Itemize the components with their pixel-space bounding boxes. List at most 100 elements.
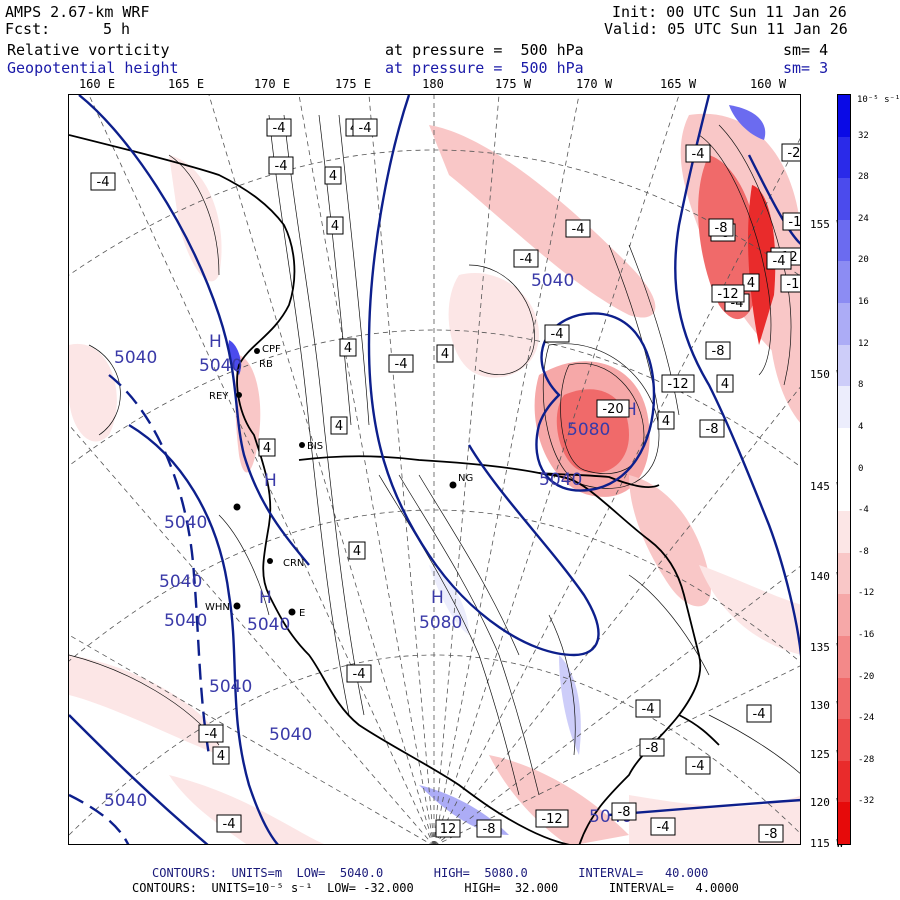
vorticity-label-box: -4 [544,324,570,343]
vorticity-label-box: -4 [685,144,711,163]
vorticity-label-box: -4 [766,251,792,270]
station-label: CRN [283,558,304,569]
init-time: Init: 00 UTC Sun 11 Jan 26 [612,3,847,21]
vorticity-label: -4 [657,820,670,835]
vorticity-label-box: -4 [346,664,372,683]
vorticity-label-box: -4 [565,219,591,238]
vorticity-label: -8 [715,221,728,236]
vorticity-label-box: -4 [650,817,676,836]
vorticity-label-box: -4 [268,156,294,175]
vorticity-label: -12 [788,215,801,230]
lat-label: 155 W [810,218,844,231]
vorticity-label: -4 [692,759,705,774]
colorbar-tick-label: 20 [858,255,869,266]
height-label: 5040 [164,513,207,533]
vorticity-label-box: -4 [198,724,224,743]
colorbar-tick-label: 32 [858,130,869,141]
field1-pressure: at pressure = 500 hPa [385,41,584,59]
colorbar-tick-label: 4 [858,421,864,432]
vorticity-label: -4 [97,175,110,190]
vorticity-label-box: -12 [661,374,695,393]
lat-label: 145 W [810,480,844,493]
vorticity-label: -4 [205,727,218,742]
colorbar-tick-label: -32 [858,796,875,807]
colorbar-tick-label: -16 [858,629,875,640]
colorbar-segment [838,802,850,845]
vorticity-label-box: -4 [388,354,414,373]
vorticity-label: 4 [344,341,352,356]
colorbar [837,94,851,845]
vorticity-label: -8 [618,805,631,820]
vorticity-label: 4 [747,276,755,291]
vorticity-label-box: -12 [535,809,569,828]
colorbar-segment [838,719,850,762]
field2-name: Geopotential height [7,59,179,77]
vorticity-label-box: 4 [330,416,348,435]
station-label: WHN [205,602,230,613]
vorticity-label: -4 [642,702,655,717]
height-label: 5080 [567,420,610,440]
height-label: 5040 [269,725,312,745]
map-canvas: CPF RB REY BIS NG CRN WHN E 5040 5040 50… [69,95,801,844]
vorticity-label-box: 4 [657,411,675,430]
field2-smoothing: sm= 3 [783,59,829,77]
colorbar-tick-label: -28 [858,754,875,765]
vorticity-label-box: -20 [781,143,800,162]
colorbar-tick-label: 12 [858,338,869,349]
vorticity-label-box: 4 [742,273,760,292]
vorticity-label-box: -8 [708,218,734,237]
vorticity-label: -8 [765,827,778,842]
vorticity-label-box: -4 [513,249,539,268]
station-label: CPF [262,344,281,355]
colorbar-segment [838,136,850,179]
vorticity-label: -4 [395,357,408,372]
colorbar-segment [838,178,850,221]
vorticity-label-box: 12 [435,819,461,838]
height-label: 5040 [159,572,202,592]
vorticity-label-box: -4 [746,704,772,723]
footer-vorticity-contours: CONTOURS: UNITS=10⁻⁵ s⁻¹ LOW= -32.000 HI… [132,881,739,895]
lon-label: 175 W [494,77,532,91]
vorticity-label: -12 [667,377,688,392]
station-dots [233,348,457,616]
height-label: 5040 [199,356,242,376]
colorbar-segment [838,261,850,304]
station-label: RB [259,359,273,370]
lat-label: 125 W [810,748,844,761]
field1-name: Relative vorticity [7,41,170,59]
high-marker: H [264,471,277,491]
station-label: REY [209,391,229,402]
latlon-grid [69,95,800,844]
high-marker: H [259,588,272,608]
vorticity-label: -4 [223,817,236,832]
lon-label: 180 [422,77,444,91]
height-label: 5040 [539,470,582,490]
colorbar-segment [838,344,850,387]
lon-label: 160 E [78,77,116,91]
height-label: 5080 [419,613,462,633]
vorticity-label-box: -12 [782,212,801,231]
vorticity-label: 4 [335,419,343,434]
lon-label: 170 E [253,77,291,91]
colorbar-tick-label: 0 [858,463,864,474]
vorticity-label-box: -8 [699,419,725,438]
field1-smoothing: sm= 4 [783,41,829,59]
colorbar-segment [838,95,850,137]
forecast-label: Fcst: [5,20,51,38]
height-label: 5040 [164,611,207,631]
lon-label: 165 W [659,77,697,91]
vorticity-label-box: -8 [758,824,784,843]
colorbar-tick-label: -4 [858,505,869,516]
colorbar-tick-label: -8 [858,546,869,557]
vorticity-label: 4 [353,544,361,559]
vorticity-label-box: -12 [711,284,745,303]
vorticity-label-box: 4 [324,166,342,185]
height-contours-dashed [69,374,211,844]
vorticity-label: -12 [717,287,738,302]
lon-label: 165 E [167,77,205,91]
colorbar-tick-label: -20 [858,671,875,682]
height-label: 5040 [114,348,157,368]
vorticity-label-box: -8 [611,802,637,821]
lat-label: 135 W [810,641,844,654]
vorticity-label-box: -4 [216,814,242,833]
